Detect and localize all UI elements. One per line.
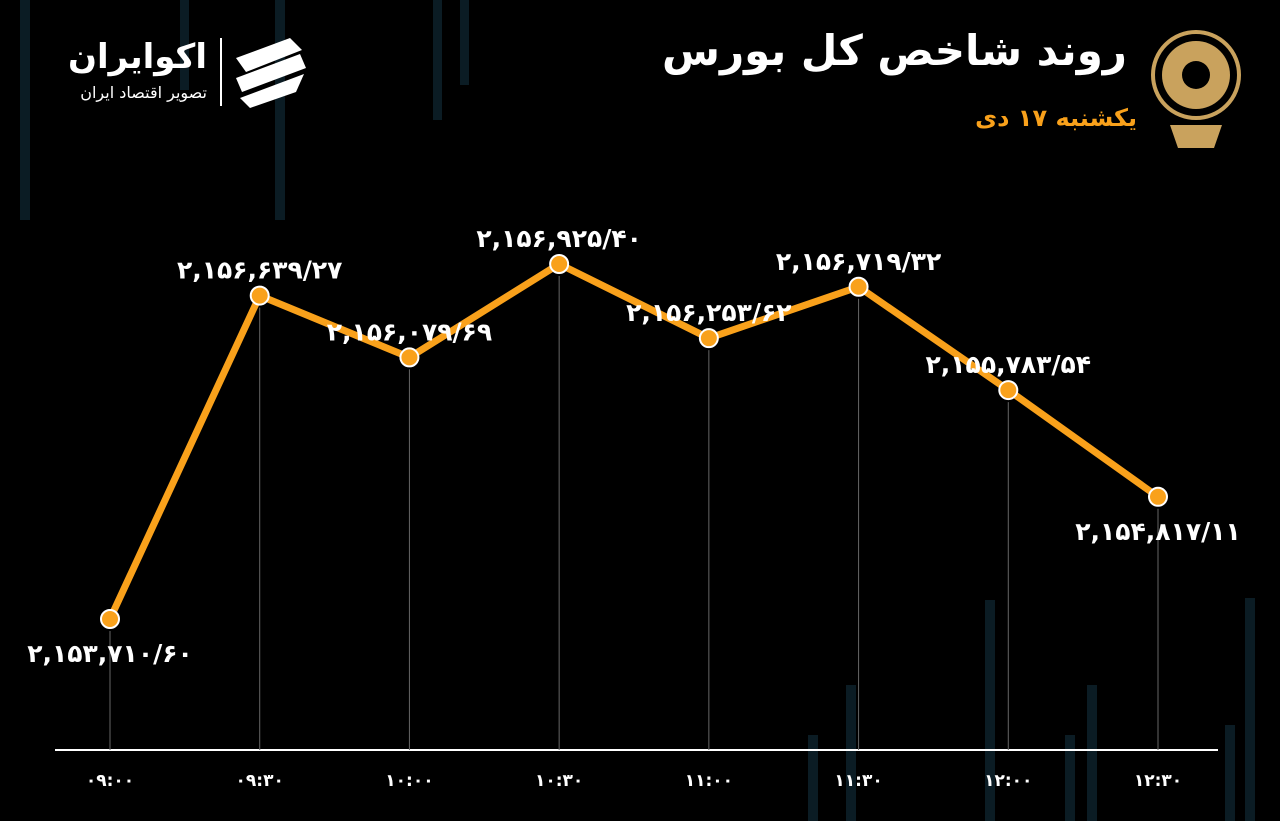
x-tick-label: ۱۰:۰۰ [385, 771, 433, 791]
point [1148, 486, 1168, 507]
data-label: ۲,۱۵۶,۶۳۹/۲۷ [177, 256, 342, 285]
brand-name: اکوایران [68, 37, 207, 77]
chart-title: روند شاخص کل بورس [662, 26, 1127, 76]
x-tick-label: ۱۱:۰۰ [685, 771, 733, 791]
data-label: ۲,۱۵۵,۷۸۳/۵۴ [926, 350, 1091, 379]
x-tick-label: ۱۱:۳۰ [834, 771, 882, 791]
chart-subtitle: یکشنبه ۱۷ دی [975, 104, 1137, 132]
point [698, 328, 719, 349]
point [549, 254, 570, 274]
background-bars [20, 0, 1255, 821]
data-label: ۲,۱۵۶,۹۲۵/۴۰ [476, 224, 641, 253]
point [100, 609, 120, 629]
brand-tagline: تصویر اقتصاد ایران [80, 83, 207, 103]
data-label: ۲,۱۵۶,۰۷۹/۶۹ [327, 317, 492, 346]
data-label: ۲,۱۵۳,۷۱۰/۶۰ [27, 639, 192, 668]
x-tick-label: ۱۲:۳۰ [1134, 771, 1182, 791]
logo [1151, 30, 1241, 148]
x-tick-label: ۱۰:۳۰ [535, 771, 583, 791]
data-label: ۲,۱۵۶,۲۵۳/۶۲ [626, 298, 791, 327]
brand-mark [220, 38, 306, 108]
data-label: ۲,۱۵۶,۷۱۹/۳۲ [776, 247, 941, 276]
point [399, 347, 420, 368]
data-label: ۲,۱۵۴,۸۱۷/۱۱ [1075, 517, 1240, 546]
x-tick-label: ۰۹:۳۰ [236, 771, 284, 791]
point [249, 285, 270, 306]
point [998, 380, 1019, 401]
line [106, 260, 1161, 621]
x-tick-label: ۰۹:۰۰ [86, 771, 134, 791]
point [848, 276, 869, 297]
x-tick-label: ۱۲:۰۰ [984, 771, 1032, 791]
